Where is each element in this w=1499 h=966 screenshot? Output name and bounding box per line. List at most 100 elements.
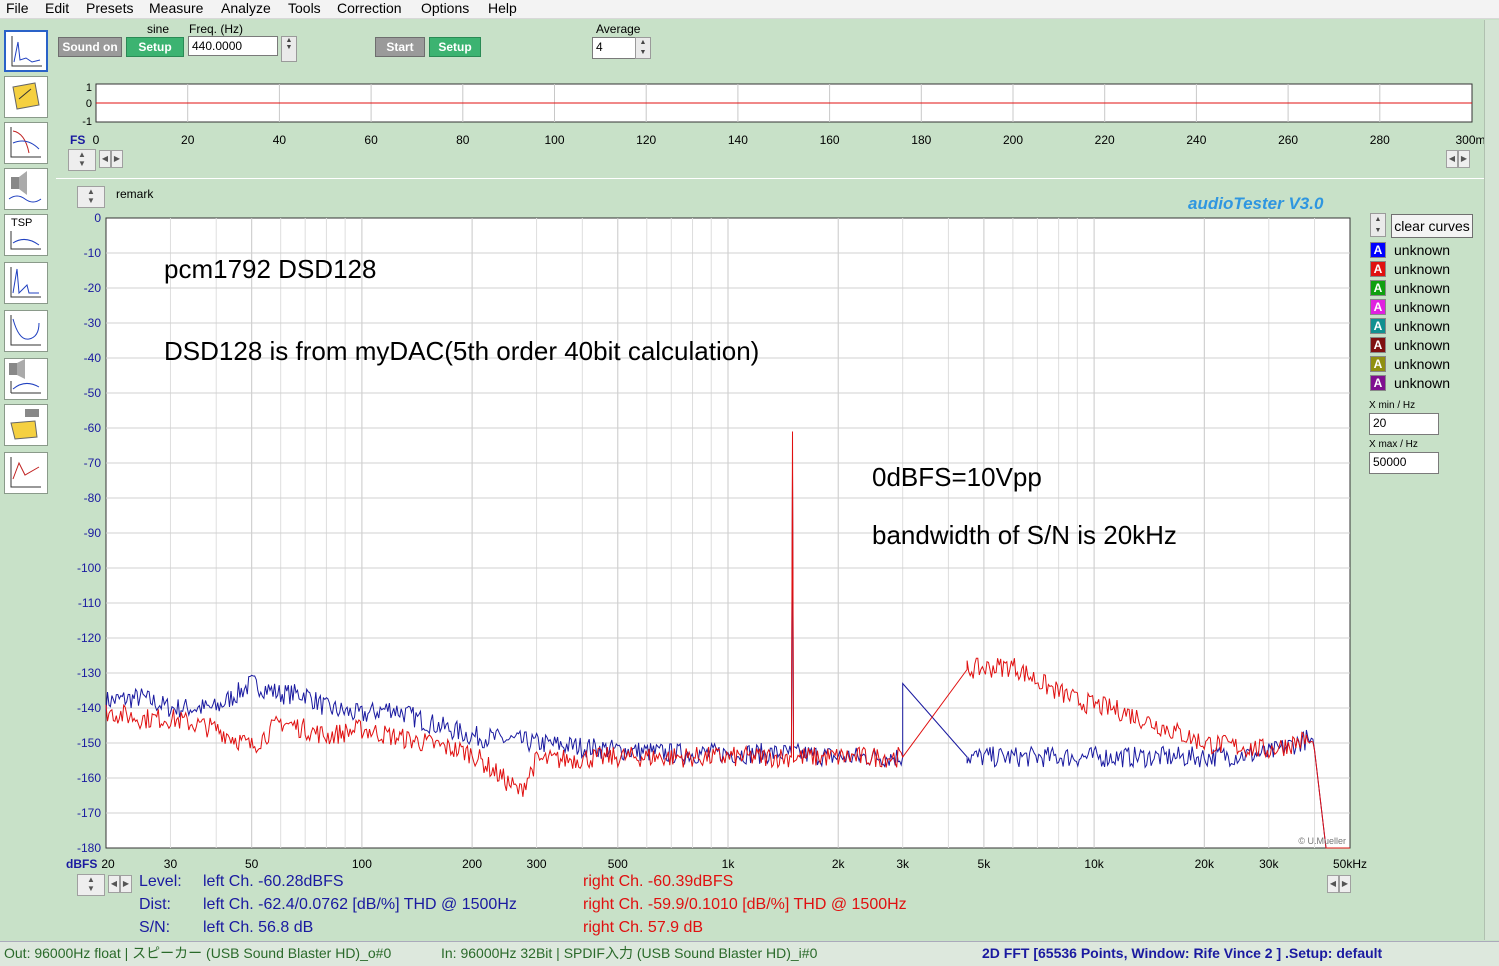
analyzer-setup-button[interactable]: Setup: [429, 37, 481, 57]
xmax-label: X max / Hz: [1369, 439, 1418, 450]
xmin-label: X min / Hz: [1369, 400, 1416, 411]
speaker-response-button[interactable]: [4, 358, 48, 400]
window-scrollbar[interactable]: [1484, 20, 1499, 940]
freq-input[interactable]: 440.0000: [188, 36, 278, 56]
meter-speaker-icon: [10, 409, 39, 440]
scope-x-tick-label: 180: [911, 133, 931, 147]
fft-y-tick-label: -170: [77, 806, 101, 820]
curve-color-swatch[interactable]: A: [1370, 280, 1386, 296]
fft-y-tick-label: -140: [77, 701, 101, 715]
curve-color-swatch[interactable]: A: [1370, 356, 1386, 372]
fft-x-tick-label: 300: [527, 857, 547, 871]
scope-x-tick-label: 260: [1278, 133, 1298, 147]
menu-bar: File Edit Presets Measure Analyze Tools Correc…: [0, 0, 1499, 19]
remark-spinner[interactable]: ▲ ▼: [77, 186, 105, 208]
scope-y-tick-label: -1: [82, 116, 92, 128]
scope-x-tick-label: 100: [544, 133, 564, 147]
right-sn-readout: right Ch. 57.9 dB: [583, 919, 704, 936]
tsp-button[interactable]: TSP: [4, 214, 48, 256]
scope-x-tick-label: 140: [728, 133, 748, 147]
time-scope: 0 20 40 60 80 100 120 140 160 180 200 220 240 260 280 3…: [70, 82, 1492, 147]
start-button[interactable]: Start: [375, 37, 425, 57]
pane-divider: [56, 178, 1494, 179]
x-scroll-right[interactable]: ▶: [120, 875, 132, 893]
speaker-response-icon: [9, 359, 41, 394]
y-scale-spinner[interactable]: ▲ ▼: [77, 874, 105, 896]
scope-zoom-right[interactable]: ▶: [1458, 150, 1470, 168]
menu-tools[interactable]: Tools: [288, 0, 321, 16]
menu-file[interactable]: File: [6, 0, 29, 16]
curve-color-swatch[interactable]: A: [1370, 261, 1386, 277]
legend-label: unknown: [1394, 299, 1451, 315]
scope-y-spinner[interactable]: ▲ ▼: [68, 149, 96, 171]
scope-scroll-right[interactable]: ▶: [111, 150, 123, 168]
fft-y-tick-label: -70: [84, 456, 102, 470]
xmax-input[interactable]: 50000: [1369, 452, 1439, 474]
impedance-button[interactable]: [4, 310, 48, 352]
generator-setup-button[interactable]: Setup: [126, 37, 184, 57]
impedance-icon: [10, 315, 41, 346]
curve-color-swatch[interactable]: A: [1370, 337, 1386, 353]
xmin-input[interactable]: 20: [1369, 413, 1439, 435]
fft-y-tick-label: -40: [84, 351, 102, 365]
legend-spinner[interactable]: ▲ ▼: [1370, 213, 1386, 237]
fft-x-tick-label: 50kHz: [1333, 857, 1367, 871]
meter-speaker-button[interactable]: [4, 404, 48, 446]
scope-x-tick-label: 240: [1186, 133, 1206, 147]
status-output: Out: 96000Hz float | スピーカー (USB Sound Bl…: [4, 945, 392, 961]
average-label: Average: [596, 22, 641, 36]
step-response-button[interactable]: [4, 452, 48, 494]
tsp-graph-icon: [10, 231, 41, 250]
legend-label: unknown: [1394, 242, 1451, 258]
fft-icon: [11, 36, 42, 67]
spectrum-icon: [10, 267, 41, 298]
average-spinner[interactable]: ▲ ▼: [635, 37, 651, 59]
filter-response-button[interactable]: [4, 122, 48, 164]
scope-x-tick-label: 160: [820, 133, 840, 147]
menu-correction[interactable]: Correction: [337, 0, 402, 16]
fft-y-tick-label: -100: [77, 561, 101, 575]
fft-x-tick-label: 50: [245, 857, 259, 871]
scope-zoom-left[interactable]: ◀: [1446, 150, 1458, 168]
freq-spinner[interactable]: ▲ ▼: [281, 36, 297, 62]
fft-y-tick-label: -10: [84, 246, 102, 260]
speaker-measure-button[interactable]: [4, 168, 48, 210]
legend-label: unknown: [1394, 375, 1451, 391]
level-label: Level:: [139, 873, 182, 890]
fft-x-tick-label: 1k: [722, 857, 736, 871]
fft-x-tick-label: 20: [101, 857, 115, 871]
tool-column: TSP: [0, 28, 52, 508]
fft-y-tick-label: -130: [77, 666, 101, 680]
menu-edit[interactable]: Edit: [45, 0, 70, 16]
curve-color-swatch[interactable]: A: [1370, 318, 1386, 334]
fft-y-tick-label: -80: [84, 491, 102, 505]
clear-curves-button[interactable]: clear curves: [1391, 214, 1473, 238]
menu-measure[interactable]: Measure: [149, 0, 204, 16]
x-scroll-left[interactable]: ◀: [108, 875, 120, 893]
curve-color-swatch[interactable]: A: [1370, 242, 1386, 258]
scope-scroll-left[interactable]: ◀: [99, 150, 111, 168]
fft-annotation: 0dBFS=10Vpp: [872, 462, 1042, 492]
average-input[interactable]: 4: [592, 37, 636, 59]
fft-y-tick-label: 0: [94, 211, 101, 225]
legend-label: unknown: [1394, 337, 1451, 353]
waveform-label: sine: [147, 22, 170, 36]
curve-color-swatch[interactable]: A: [1370, 299, 1386, 315]
spectrum-button[interactable]: [4, 262, 48, 304]
multimeter-button[interactable]: [4, 76, 48, 118]
fft-mode-button[interactable]: [4, 30, 48, 72]
scope-x-tick-label: 120: [636, 133, 656, 147]
menu-options[interactable]: Options: [421, 0, 470, 16]
speaker-icon: [8, 171, 42, 203]
scope-y-tick-label: 1: [86, 82, 92, 94]
curve-color-swatch[interactable]: A: [1370, 375, 1386, 391]
x-zoom-left[interactable]: ◀: [1327, 875, 1339, 893]
fft-y-tick-label: -150: [77, 736, 101, 750]
left-level-readout: left Ch. -60.28dBFS: [203, 873, 344, 890]
x-zoom-right[interactable]: ▶: [1339, 875, 1351, 893]
menu-help[interactable]: Help: [488, 0, 517, 16]
sound-on-button[interactable]: Sound on: [58, 37, 122, 57]
menu-analyze[interactable]: Analyze: [221, 0, 271, 16]
scope-y-tick-label: 0: [86, 98, 92, 110]
menu-presets[interactable]: Presets: [86, 0, 134, 16]
